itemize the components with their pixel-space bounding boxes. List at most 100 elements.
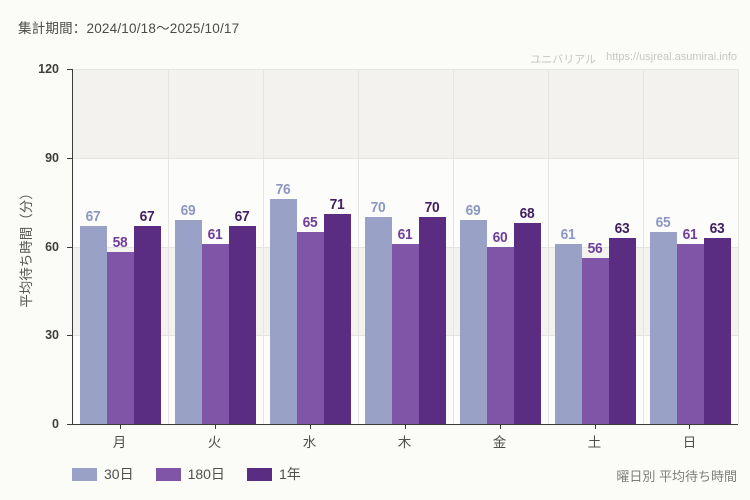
bar-value-label: 70 [425, 198, 440, 216]
bar [270, 199, 297, 424]
x-tick-mark [214, 425, 216, 429]
x-axis-label: 金 [492, 435, 507, 450]
plot-area: 67 58 67 69 61 67 76 65 71 70 61 70 69 60 68 61 56 63 65 61… [72, 69, 739, 425]
bar [419, 216, 446, 424]
legend-item: 180日 [155, 464, 225, 484]
bar [175, 219, 202, 424]
legend-label: 180日 [187, 466, 225, 482]
bar-column: 67 [134, 69, 161, 424]
bar-column: 68 [514, 69, 541, 424]
bar-column: 61 [392, 69, 419, 424]
bar-value-label: 67 [235, 207, 250, 225]
horizontal-gridline [73, 157, 738, 159]
watermark: ユニバリアル https://usjreal.asumirai.info [530, 51, 737, 67]
bar-column: 69 [460, 69, 487, 424]
bar-value-label: 61 [398, 225, 413, 243]
bar-group: 65 61 63 [643, 69, 738, 424]
watermark-brand: ユニバリアル [530, 54, 597, 66]
legend-item: 30日 [72, 464, 134, 484]
x-axis-label: 月 [112, 435, 127, 450]
bar-column: 61 [677, 69, 704, 424]
bar-value-label: 68 [520, 204, 535, 222]
y-axis: 0 30 60 90 120 [0, 62, 72, 431]
y-tick-mark [67, 246, 72, 248]
bar-column: 61 [202, 69, 229, 424]
bar-value-label: 56 [588, 240, 603, 258]
x-tick-mark [689, 425, 691, 429]
y-tick-label: 30 [45, 328, 59, 343]
bar [514, 222, 541, 424]
bar [202, 243, 229, 424]
bar-column: 67 [80, 69, 107, 424]
horizontal-gridline [73, 69, 738, 70]
legend: 30日 180日 1年 [72, 464, 301, 484]
bar-value-label: 67 [86, 207, 101, 225]
bar-column: 65 [650, 69, 677, 424]
bar [107, 252, 134, 424]
legend-label: 1年 [278, 466, 301, 482]
x-axis-label: 木 [397, 435, 412, 450]
legend-item: 1年 [246, 464, 301, 484]
bar-value-label: 71 [330, 195, 345, 213]
bar-group: 67 58 67 [73, 69, 168, 424]
bar-value-label: 61 [208, 225, 223, 243]
bar-value-label: 63 [710, 219, 725, 237]
x-axis-labels: 月火水木金土日 [72, 431, 737, 451]
y-tick-mark [67, 69, 72, 70]
x-tick-mark [309, 425, 311, 429]
bar-column: 56 [582, 69, 609, 424]
bar-group: 61 56 63 [548, 69, 643, 424]
bar-column: 65 [297, 69, 324, 424]
bar [134, 225, 161, 424]
bar-value-label: 60 [493, 228, 508, 246]
bar-value-label: 65 [303, 213, 318, 231]
plot-band [73, 69, 738, 158]
bar [365, 216, 392, 424]
vertical-gridline [738, 69, 739, 424]
y-tick-mark [67, 424, 72, 425]
bar-groups: 67 58 67 69 61 67 76 65 71 70 61 70 69 60 68 61 56 63 65 61… [73, 69, 738, 424]
bar [229, 225, 256, 424]
y-tick-label: 90 [45, 150, 59, 165]
x-axis-ticks [72, 425, 737, 429]
legend-label: 30日 [104, 466, 134, 482]
bar [677, 243, 704, 424]
y-tick-mark [67, 335, 72, 337]
bar [704, 237, 731, 424]
x-axis-label: 土 [587, 435, 602, 450]
bar [650, 231, 677, 424]
bar-value-label: 70 [371, 198, 386, 216]
bar-value-label: 67 [140, 207, 155, 225]
x-tick-mark [404, 425, 406, 429]
bar-group: 69 61 67 [168, 69, 263, 424]
x-axis-label: 火 [207, 435, 222, 450]
bar-column: 70 [419, 69, 446, 424]
y-tick-label: 60 [45, 239, 59, 254]
bar [582, 258, 609, 424]
chart-caption: 曜日別 平均待ち時間 [616, 469, 737, 484]
bar [460, 219, 487, 424]
bar-value-label: 69 [466, 201, 481, 219]
bar-column: 61 [555, 69, 582, 424]
bar [487, 246, 514, 424]
bar-column: 58 [107, 69, 134, 424]
bar-group: 69 60 68 [453, 69, 548, 424]
bar-value-label: 76 [276, 181, 291, 199]
bar-value-label: 61 [683, 225, 698, 243]
bar-value-label: 69 [181, 201, 196, 219]
y-tick-label: 0 [52, 417, 59, 431]
legend-swatch [155, 467, 181, 481]
legend-swatch [246, 467, 272, 481]
bar-column: 69 [175, 69, 202, 424]
bar-group: 70 61 70 [358, 69, 453, 424]
bar-column: 63 [704, 69, 731, 424]
bar-column: 76 [270, 69, 297, 424]
bar [80, 225, 107, 424]
x-tick-mark [594, 425, 596, 429]
bar [297, 231, 324, 424]
legend-swatch [72, 467, 97, 481]
bar-column: 67 [229, 69, 256, 424]
watermark-url: https://usjreal.asumirai.info [606, 51, 737, 63]
x-axis-label: 水 [302, 435, 317, 450]
